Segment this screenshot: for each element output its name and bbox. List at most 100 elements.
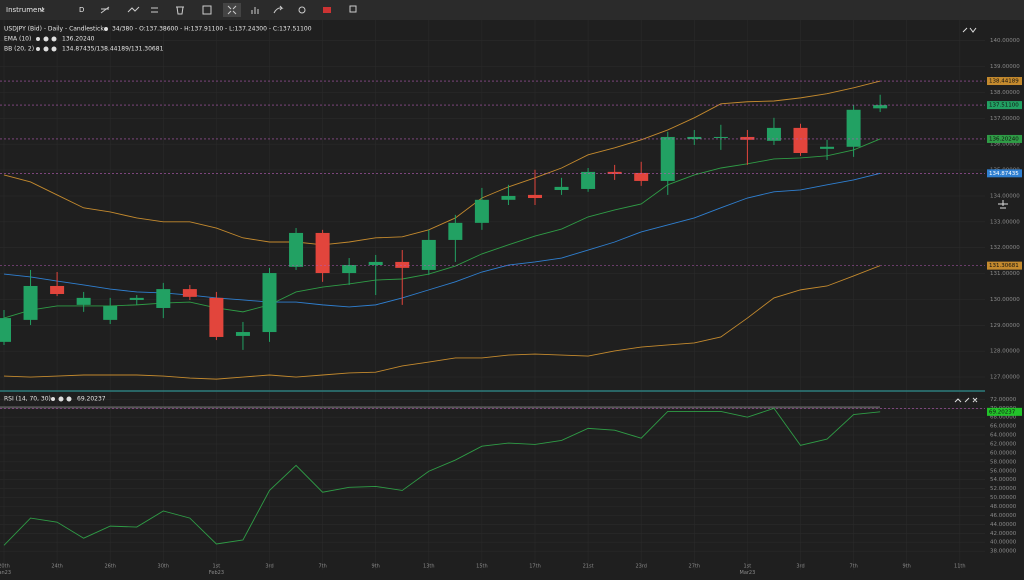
y-tick-label: 46.00000 <box>990 513 1017 519</box>
candle-body <box>873 105 888 109</box>
x-month-label: Feb23 <box>209 570 224 576</box>
candle-body <box>634 172 649 181</box>
labels: 127.00000 128.00000 129.00000 130.00000 131.… <box>0 38 1022 576</box>
candle-body <box>235 332 250 336</box>
price-tag-bg <box>987 134 1022 143</box>
y-tick-label: 137.00000 <box>990 116 1020 122</box>
compare-tool[interactable] <box>151 7 158 13</box>
x-tick-label: 7th <box>318 564 326 570</box>
instrument-menu[interactable]: Instrument <box>6 6 45 14</box>
price-tag: 69.20237 <box>989 409 1016 415</box>
candle-body <box>50 285 65 295</box>
eye-icon[interactable] <box>51 397 55 401</box>
price-tag-bg <box>987 101 1022 110</box>
x-tick-label: 3rd <box>265 564 273 570</box>
x-tick-label: 11th <box>954 564 966 570</box>
candle-body <box>395 261 410 268</box>
bb-middle <box>3 172 881 308</box>
eye-icon[interactable] <box>36 47 40 51</box>
candle-body <box>23 285 38 320</box>
candle-body <box>474 199 489 223</box>
x-month-label: Jan23 <box>0 570 11 576</box>
candle-body <box>368 261 383 266</box>
timeframe-menu[interactable]: D <box>79 6 84 14</box>
y-tick-label: 64.00000 <box>990 433 1017 439</box>
y-tick-label: 127.00000 <box>990 375 1020 381</box>
y-tick-label: 40.00000 <box>990 540 1017 546</box>
active-tool[interactable] <box>223 3 241 17</box>
y-tick-label: 58.00000 <box>990 459 1017 465</box>
eye-icon[interactable] <box>104 27 108 31</box>
scale-button[interactable] <box>998 200 1008 209</box>
x-tick-label: 27th <box>689 564 701 570</box>
price-tag: 136.20240 <box>989 136 1019 142</box>
rsi-value: 69.20237 <box>77 396 106 403</box>
candle-body <box>766 127 781 141</box>
ema-value: 136.20240 <box>62 36 95 43</box>
x-tick-label: 26th <box>104 564 116 570</box>
candle-body <box>315 232 330 274</box>
share-tool[interactable] <box>273 5 284 14</box>
candle-body <box>713 136 728 138</box>
candle-body <box>528 194 542 199</box>
candle-body <box>740 136 755 140</box>
y-tick-label: 44.00000 <box>990 522 1017 528</box>
panel-controls <box>954 27 1008 403</box>
price-tag-bg <box>987 407 1022 416</box>
candle-body <box>289 232 304 267</box>
language-flag[interactable] <box>323 7 331 13</box>
y-tick-label: 132.00000 <box>990 245 1020 251</box>
settings-icon[interactable] <box>66 396 72 402</box>
marks <box>0 80 985 546</box>
candle-body <box>156 289 171 308</box>
rsi-panel-controls[interactable] <box>954 397 978 403</box>
candle-body <box>448 222 463 240</box>
toolbar <box>0 0 1024 20</box>
settings-tool[interactable] <box>298 6 306 14</box>
candle-body <box>660 136 675 181</box>
rsi-line <box>3 407 881 546</box>
candle-body <box>209 297 224 337</box>
eye-icon[interactable] <box>36 37 40 41</box>
y-tick-label: 138.00000 <box>990 90 1020 96</box>
candle-body <box>581 171 596 189</box>
x-tick-label: 9th <box>903 564 911 570</box>
y-tick-label: 140.00000 <box>990 38 1020 44</box>
remove-icon[interactable] <box>43 46 49 52</box>
fullscreen-tool[interactable] <box>227 5 237 15</box>
rsi-legend: RSI (14, 70, 30) <box>4 396 51 403</box>
price-tag: 138.44189 <box>989 79 1019 85</box>
price-panel-controls[interactable] <box>962 27 977 33</box>
candle-body <box>607 171 622 174</box>
draw-tool[interactable] <box>100 6 110 14</box>
settings-icon[interactable] <box>51 36 57 42</box>
settings-icon[interactable] <box>51 46 57 52</box>
price-axis-bg <box>985 20 1024 576</box>
remove-icon[interactable] <box>58 396 64 402</box>
y-tick-label: 139.00000 <box>990 64 1020 70</box>
y-tick-label: 60.00000 <box>990 450 1017 456</box>
x-tick-label: 30th <box>158 564 170 570</box>
candle-body <box>846 109 861 147</box>
x-tick-label: 23rd <box>635 564 647 570</box>
y-tick-label: 54.00000 <box>990 477 1017 483</box>
overbought-band <box>0 406 880 409</box>
indicator-tool[interactable] <box>127 6 140 13</box>
candle-body <box>342 265 357 274</box>
layout-tool[interactable] <box>202 5 212 15</box>
candle-body <box>0 318 11 342</box>
y-tick-label: 130.00000 <box>990 297 1020 303</box>
legend-icons <box>36 27 108 402</box>
delete-tool[interactable] <box>176 6 184 15</box>
candle-body <box>793 127 808 153</box>
chart-type-tool[interactable] <box>251 7 259 14</box>
x-tick-label: 9th <box>372 564 380 570</box>
x-tick-label: 3rd <box>796 564 804 570</box>
y-tick-label: 68.00000 <box>990 415 1017 421</box>
candle-body <box>76 297 91 305</box>
y-tick-label: 66.00000 <box>990 424 1017 430</box>
window-tool[interactable] <box>349 5 357 13</box>
y-tick-label: 56.00000 <box>990 468 1017 474</box>
remove-icon[interactable] <box>43 36 49 42</box>
